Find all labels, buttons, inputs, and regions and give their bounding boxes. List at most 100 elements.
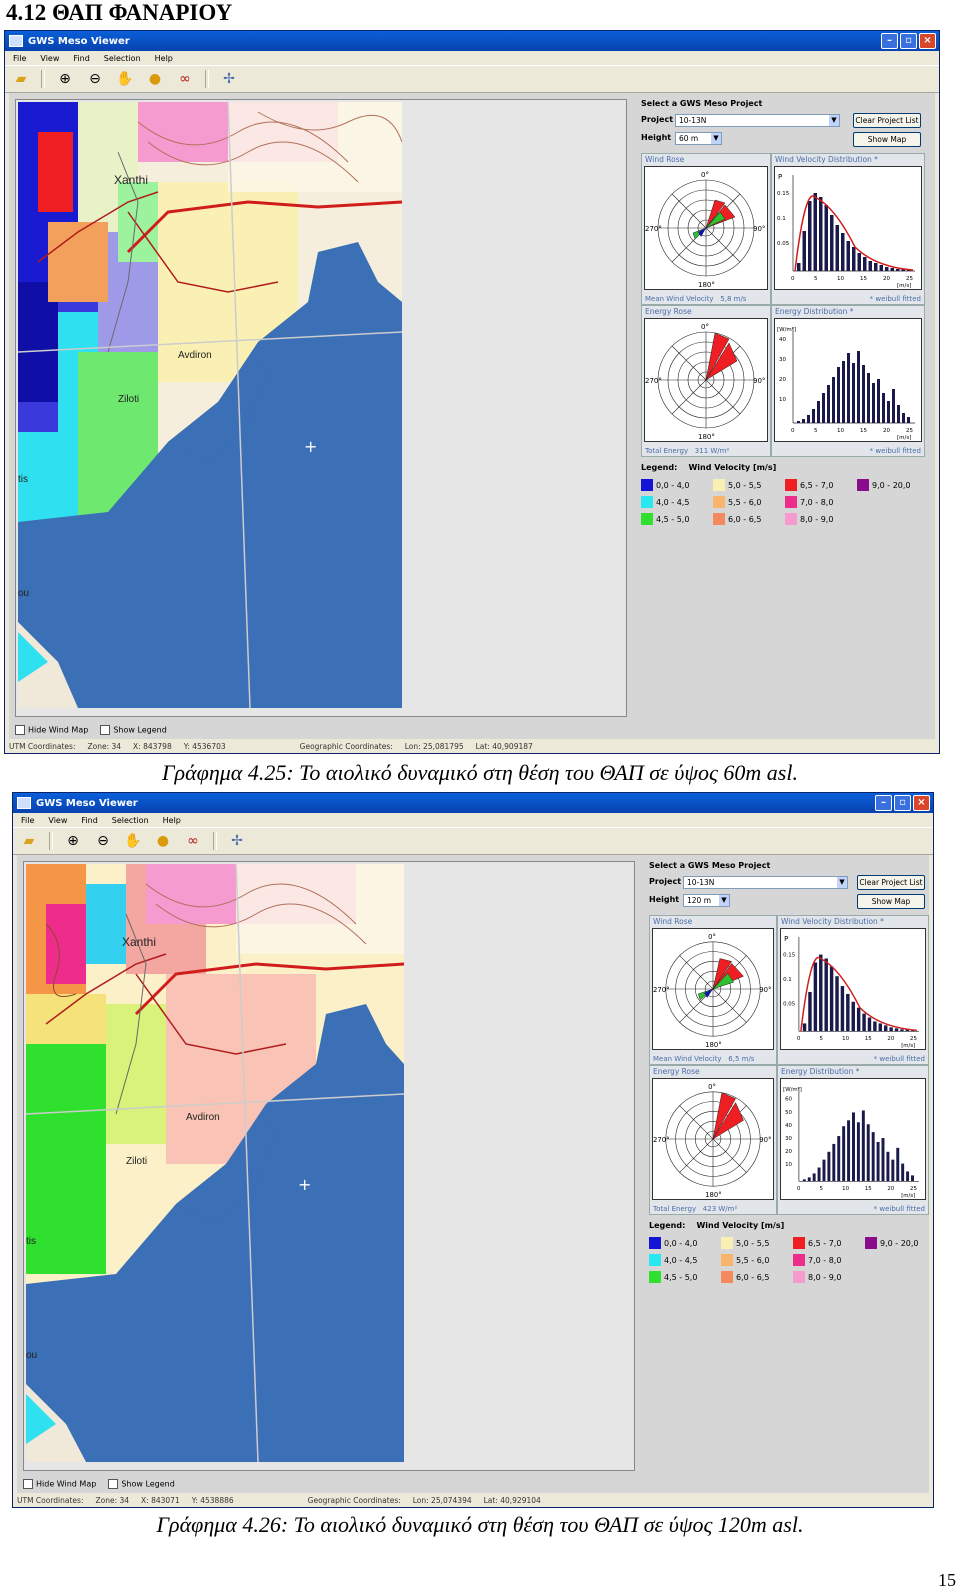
mean-velocity-value: 5,8 m/s <box>720 295 747 303</box>
wind-turbine-icon[interactable]: ✢ <box>223 71 235 87</box>
title-bar: GWS Meso Viewer – ▫ × <box>13 793 933 813</box>
menu-view[interactable]: View <box>40 53 60 63</box>
legend-label: 5,5 - 6,0 <box>736 1255 770 1265</box>
show-legend-checkbox[interactable]: Show Legend <box>108 1479 175 1489</box>
map-panel[interactable]: Xanthi Avdiron Ziloti tis ou + <box>23 861 635 1471</box>
side-panel: Select a GWS Meso Project Project 10-13N… <box>647 861 929 1471</box>
histogram-bar <box>862 1013 866 1032</box>
histogram-bar <box>896 1147 900 1182</box>
menu-help[interactable]: Help <box>154 53 173 63</box>
hide-wind-map-checkbox[interactable]: Hide Wind Map <box>23 1479 96 1489</box>
weibull-curve <box>800 956 917 1032</box>
zoom-in-icon[interactable]: ⊕ <box>59 71 71 87</box>
histogram-bar <box>817 1167 821 1182</box>
wind-turbine-icon[interactable]: ✢ <box>231 833 243 849</box>
wind-map[interactable]: Xanthi Avdiron Ziloti tis ou + <box>18 102 402 708</box>
menu-file[interactable]: File <box>13 53 27 63</box>
menu-help[interactable]: Help <box>162 815 181 825</box>
show-map-button[interactable]: Show Map <box>857 894 925 909</box>
zoom-out-icon[interactable]: ⊖ <box>89 71 101 87</box>
rose-label-w: 270° <box>653 986 670 994</box>
weibull-note: * weibull fitted <box>869 447 921 455</box>
y-tick-label: 10 <box>779 397 786 403</box>
folder-open-icon[interactable]: ▰ <box>15 71 27 87</box>
legend-swatch <box>785 496 797 508</box>
maximize-button[interactable]: ▫ <box>900 33 917 49</box>
rose-label-w: 270° <box>645 225 662 233</box>
histogram-bar <box>829 966 834 1032</box>
histogram-bar <box>819 197 823 271</box>
histogram-bar <box>873 1021 877 1032</box>
menu-view[interactable]: View <box>48 815 68 825</box>
content-area: Xanthi Avdiron Ziloti tis ou + Hide Wind… <box>17 855 929 1505</box>
clear-project-list-button[interactable]: Clear Project List <box>853 113 921 128</box>
zoom-out-icon[interactable]: ⊖ <box>97 833 109 849</box>
toolbar: ▰ ⊕ ⊖ ✋ ● ∞ ✢ <box>13 827 933 855</box>
rose-label-n: 0° <box>701 171 709 179</box>
legend-swatch <box>713 479 725 491</box>
legend-item: 4,0 - 4,5 <box>649 1254 697 1266</box>
rose-label-e: 90° <box>759 1136 771 1144</box>
histogram-bar <box>846 241 850 271</box>
energy-distribution-title: Energy Distribution * <box>781 1067 860 1076</box>
side-panel: Select a GWS Meso Project Project 10-13N… <box>639 99 929 717</box>
menu-selection[interactable]: Selection <box>111 815 149 825</box>
height-label: Height <box>649 895 680 904</box>
maximize-button[interactable]: ▫ <box>894 795 911 811</box>
legend-label: 9,0 - 20,0 <box>872 480 911 490</box>
menu-find[interactable]: Find <box>73 53 90 63</box>
height-select[interactable]: 120 m ▼ <box>683 894 730 907</box>
menu-find[interactable]: Find <box>81 815 98 825</box>
weibull-note: * weibull fitted <box>873 1055 925 1063</box>
x-tick-label: 0 <box>791 428 795 434</box>
energy-histogram: [W/m²] 40 30 20 10 0 5 10 15 20 25[m/s] <box>777 326 915 441</box>
x-tick-label: 15 <box>865 1186 872 1192</box>
histogram-bar <box>817 401 820 423</box>
binoculars-icon[interactable]: ∞ <box>179 71 191 87</box>
map-label-avdiron: Avdiron <box>178 350 212 361</box>
rose-label-s: 180° <box>705 1041 722 1049</box>
close-button[interactable]: × <box>919 33 936 49</box>
binoculars-icon[interactable]: ∞ <box>187 833 199 849</box>
rose-label-s: 180° <box>698 433 715 441</box>
project-select[interactable]: 10-13N ▼ <box>675 114 840 127</box>
histogram-bar <box>797 421 800 423</box>
minimize-button[interactable]: – <box>875 795 892 811</box>
energy-distribution-plot: [W/m²] 60 50 40 30 20 10 0 5 10 15 20 25 [m/s] <box>780 1078 926 1200</box>
wind-rose-title: Wind Rose <box>645 155 685 164</box>
globe-icon[interactable]: ● <box>156 833 170 849</box>
project-select[interactable]: 10-13N ▼ <box>683 876 848 889</box>
energy-rose-panel: Energy Rose 0° 90° 180° 270° <box>641 305 771 457</box>
legend-label: 4,5 - 5,0 <box>664 1272 698 1282</box>
histogram-bar <box>827 1151 831 1182</box>
show-map-button[interactable]: Show Map <box>853 132 921 147</box>
menu-file[interactable]: File <box>21 815 35 825</box>
wind-map[interactable]: Xanthi Avdiron Ziloti tis ou + <box>26 864 404 1462</box>
clear-project-list-button[interactable]: Clear Project List <box>857 875 925 890</box>
menu-bar: File View Find Selection Help <box>13 813 933 827</box>
histogram-bar <box>911 1175 914 1182</box>
hide-wind-map-checkbox[interactable]: Hide Wind Map <box>15 725 88 735</box>
map-label-avdiron: Avdiron <box>186 1112 220 1123</box>
histogram-bar <box>808 991 812 1032</box>
legend-swatch <box>721 1237 733 1249</box>
histogram-bar <box>827 385 830 423</box>
histogram-bar <box>812 1173 816 1182</box>
histogram-bar <box>797 263 801 271</box>
pan-hand-icon[interactable]: ✋ <box>124 833 142 849</box>
minimize-button[interactable]: – <box>881 33 898 49</box>
energy-rose-chart: 0° 90° 180° 270° <box>645 323 765 441</box>
map-panel[interactable]: Xanthi Avdiron Ziloti tis ou + <box>15 99 627 717</box>
zoom-in-icon[interactable]: ⊕ <box>67 833 79 849</box>
pan-hand-icon[interactable]: ✋ <box>116 71 134 87</box>
globe-icon[interactable]: ● <box>148 71 162 87</box>
histogram-bar <box>824 205 828 271</box>
folder-open-icon[interactable]: ▰ <box>23 833 35 849</box>
x-tick-label: 0 <box>791 276 795 282</box>
histogram-bar <box>889 1027 893 1032</box>
close-button[interactable]: × <box>913 795 930 811</box>
show-legend-checkbox[interactable]: Show Legend <box>100 725 167 735</box>
height-select[interactable]: 60 m ▼ <box>675 132 722 145</box>
rose-label-s: 180° <box>698 281 715 289</box>
menu-selection[interactable]: Selection <box>103 53 141 63</box>
